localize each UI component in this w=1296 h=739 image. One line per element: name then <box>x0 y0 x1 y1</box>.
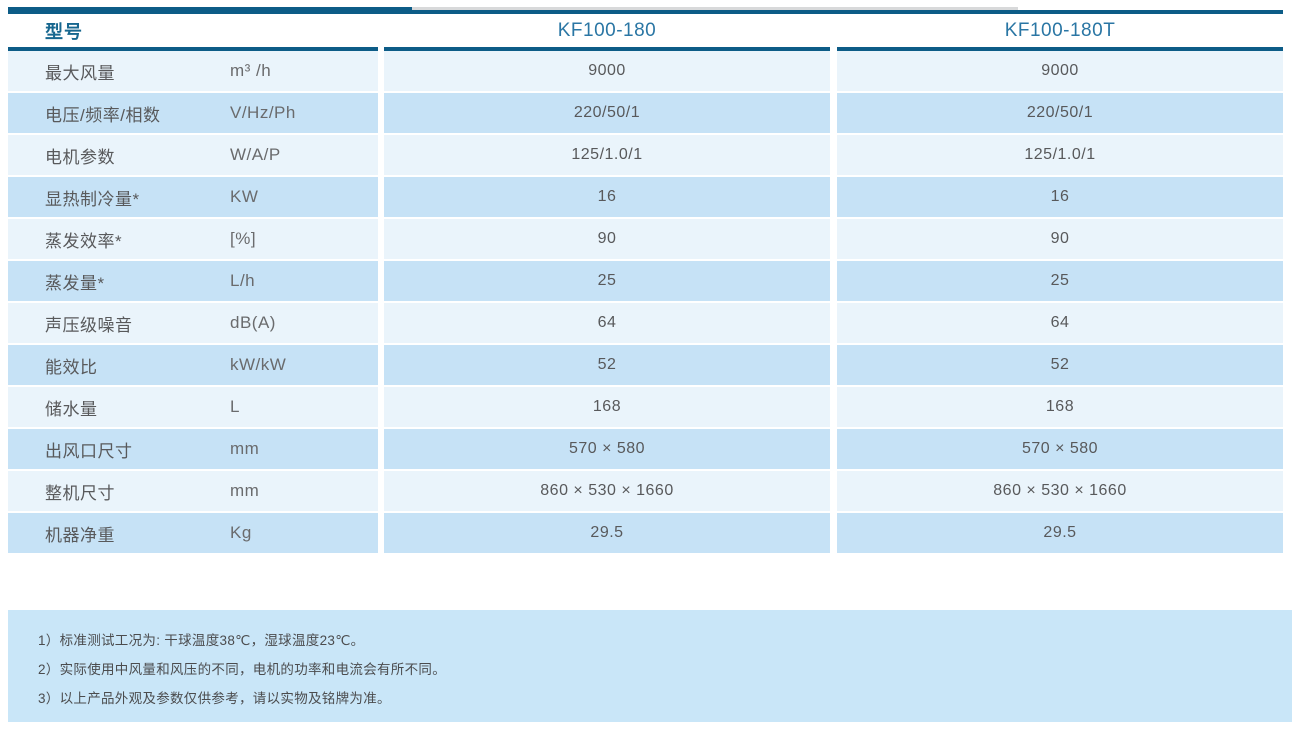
row-label: 能效比 <box>45 357 98 377</box>
table-row: 整机尺寸 mm 860 × 530 × 1660 860 × 530 × 1660 <box>8 471 1283 511</box>
row-label: 蒸发效率* <box>45 231 123 251</box>
row-label: 显热制冷量* <box>45 189 140 209</box>
row-label: 储水量 <box>45 399 98 419</box>
row-value-col1: 29.5 <box>384 513 830 553</box>
top-border-thick-segment <box>8 7 412 14</box>
row-value-col2: 125/1.0/1 <box>837 135 1283 175</box>
row-value-col2: 52 <box>837 345 1283 385</box>
row-value-col1: 860 × 530 × 1660 <box>384 471 830 511</box>
top-border-thin-segment <box>412 10 1283 14</box>
row-unit: m³ /h <box>230 61 272 80</box>
row-unit: KW <box>230 187 259 206</box>
row-value-col1: 52 <box>384 345 830 385</box>
table-row: 机器净重 Kg 29.5 29.5 <box>8 513 1283 553</box>
table-row: 蒸发量* L/h 25 25 <box>8 261 1283 301</box>
row-value-col1: 570 × 580 <box>384 429 830 469</box>
row-label: 最大风量 <box>45 63 115 83</box>
row-value-col1: 9000 <box>384 51 830 91</box>
row-value-col2: 29.5 <box>837 513 1283 553</box>
top-border-gray-tab <box>412 7 1018 10</box>
row-value-col1: 168 <box>384 387 830 427</box>
table-row: 电压/频率/相数 V/Hz/Ph 220/50/1 220/50/1 <box>8 93 1283 133</box>
header-model-label: 型号 <box>45 21 83 42</box>
row-unit: kW/kW <box>230 355 287 374</box>
row-value-col2: 25 <box>837 261 1283 301</box>
footnotes-box: 1）标准测试工况为: 干球温度38℃，湿球温度23℃。 2）实际使用中风量和风压… <box>8 610 1292 722</box>
row-value-col2: 168 <box>837 387 1283 427</box>
row-unit: mm <box>230 481 260 500</box>
row-value-col2: 9000 <box>837 51 1283 91</box>
table-top-border <box>8 7 1283 14</box>
row-value-col1: 25 <box>384 261 830 301</box>
row-value-col1: 16 <box>384 177 830 217</box>
table-row: 最大风量 m³ /h 9000 9000 <box>8 51 1283 91</box>
row-value-col2: 220/50/1 <box>837 93 1283 133</box>
header-column-kf100-180t: KF100-180T <box>1004 19 1116 41</box>
row-label: 整机尺寸 <box>45 483 115 503</box>
row-value-col2: 90 <box>837 219 1283 259</box>
table-row: 蒸发效率* [%] 90 90 <box>8 219 1283 259</box>
table-row: 电机参数 W/A/P 125/1.0/1 125/1.0/1 <box>8 135 1283 175</box>
table-row: 储水量 L 168 168 <box>8 387 1283 427</box>
table-row: 声压级噪音 dB(A) 64 64 <box>8 303 1283 343</box>
row-label: 机器净重 <box>45 525 115 545</box>
header-column-kf100-180: KF100-180 <box>557 19 657 41</box>
row-label: 电压/频率/相数 <box>45 105 161 125</box>
row-value-col1: 64 <box>384 303 830 343</box>
row-value-col2: 860 × 530 × 1660 <box>837 471 1283 511</box>
footnote-3: 3）以上产品外观及参数仅供参考，请以实物及铭牌为准。 <box>38 691 391 706</box>
row-unit: Kg <box>230 523 252 542</box>
footnote-1: 1）标准测试工况为: 干球温度38℃，湿球温度23℃。 <box>38 633 365 648</box>
header-divider-line <box>8 47 1283 51</box>
row-unit: [%] <box>230 229 257 248</box>
row-unit: mm <box>230 439 260 458</box>
table-row: 能效比 kW/kW 52 52 <box>8 345 1283 385</box>
row-value-col1: 90 <box>384 219 830 259</box>
footnote-2: 2）实际使用中风量和风压的不同，电机的功率和电流会有所不同。 <box>38 662 447 677</box>
spec-table: 型号 KF100-180 KF100-180T 最大风量 m³ /h 9000 9… <box>8 7 1283 555</box>
row-value-col2: 16 <box>837 177 1283 217</box>
row-unit: L/h <box>230 271 256 290</box>
row-unit: V/Hz/Ph <box>230 103 296 122</box>
row-label: 电机参数 <box>45 147 115 167</box>
row-unit: L <box>230 397 240 416</box>
row-value-col2: 64 <box>837 303 1283 343</box>
row-label: 蒸发量* <box>45 273 105 293</box>
table-row: 显热制冷量* KW 16 16 <box>8 177 1283 217</box>
row-label: 出风口尺寸 <box>45 441 133 461</box>
row-value-col2: 570 × 580 <box>837 429 1283 469</box>
row-unit: dB(A) <box>230 313 276 332</box>
table-header-row: 型号 KF100-180 KF100-180T <box>8 14 1283 47</box>
row-value-col1: 220/50/1 <box>384 93 830 133</box>
row-value-col1: 125/1.0/1 <box>384 135 830 175</box>
table-row: 出风口尺寸 mm 570 × 580 570 × 580 <box>8 429 1283 469</box>
row-label: 声压级噪音 <box>45 315 133 335</box>
row-unit: W/A/P <box>230 145 281 164</box>
